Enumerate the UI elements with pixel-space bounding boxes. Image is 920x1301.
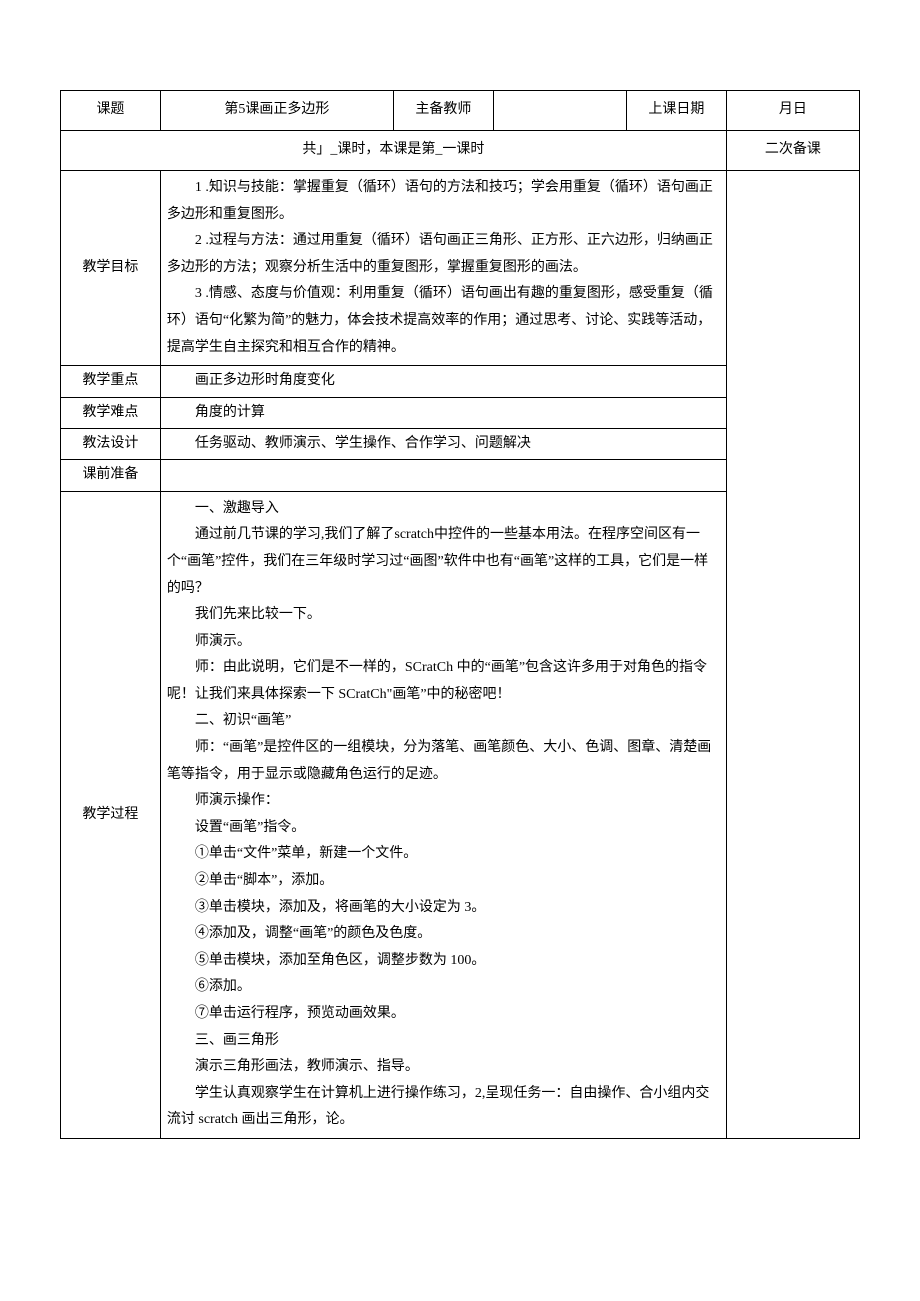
goals-row: 教学目标 1 .知识与技能：掌握重复（循环）语句的方法和技巧；学会用重复（循环）… (61, 171, 860, 366)
lesson-plan-table: 课题 第5课画正多边形 主备教师 上课日期 月日 共」_课时，本课是第_一课时 … (60, 90, 860, 1139)
proc-s13: ④添加及，调整“画笔”的颜色及色度。 (167, 921, 720, 948)
proc-s16: ⑦单击运行程序，预览动画效果。 (167, 1001, 720, 1028)
proc-s8: 师演示操作： (167, 788, 720, 815)
proc-s12: ③单击模块，添加及，将画笔的大小设定为 3。 (167, 895, 720, 922)
difficulty-text: 角度的计算 (167, 402, 265, 424)
proc-s1: 一、激趣导入 (167, 496, 720, 523)
header-row: 课题 第5课画正多边形 主备教师 上课日期 月日 (61, 91, 860, 131)
notes-label: 二次备课 (726, 131, 859, 171)
proc-s10: ①单击“文件”菜单，新建一个文件。 (167, 841, 720, 868)
goal-2: 2 .过程与方法：通过用重复（循环）语句画正三角形、正方形、正六边形，归纳画正多… (167, 228, 720, 281)
prep-value (160, 460, 726, 491)
method-value: 任务驱动、教师演示、学生操作、合作学习、问题解决 (160, 428, 726, 459)
date-label: 上课日期 (626, 91, 726, 131)
method-label: 教法设计 (61, 428, 161, 459)
proc-s19: 学生认真观察学生在计算机上进行操作练习，2,呈现任务一：自由操作、合小组内交流讨… (167, 1081, 720, 1134)
prep-label: 课前准备 (61, 460, 161, 491)
goals-label: 教学目标 (61, 171, 161, 366)
proc-s11: ②单击“脚本”，添加。 (167, 868, 720, 895)
focus-text: 画正多边形时角度变化 (167, 370, 335, 392)
subheader-row: 共」_课时，本课是第_一课时 二次备课 (61, 131, 860, 171)
method-text: 任务驱动、教师演示、学生操作、合作学习、问题解决 (167, 433, 531, 455)
proc-s5: 师：由此说明，它们是不一样的，SCratCh 中的“画笔”包含这许多用于对角色的… (167, 655, 720, 708)
periods-cell: 共」_课时，本课是第_一课时 (61, 131, 727, 171)
proc-s17: 三、画三角形 (167, 1028, 720, 1055)
teacher-value (493, 91, 626, 131)
goal-3: 3 .情感、态度与价值观：利用重复（循环）语句画出有趣的重复图形，感受重复（循环… (167, 281, 720, 361)
difficulty-label: 教学难点 (61, 397, 161, 428)
proc-s15: ⑥添加。 (167, 974, 720, 1001)
proc-s6: 二、初识“画笔” (167, 708, 720, 735)
date-value: 月日 (726, 91, 859, 131)
proc-s4: 师演示。 (167, 629, 720, 656)
focus-value: 画正多边形时角度变化 (160, 366, 726, 397)
process-label: 教学过程 (61, 491, 161, 1138)
difficulty-value: 角度的计算 (160, 397, 726, 428)
goal-1: 1 .知识与技能：掌握重复（循环）语句的方法和技巧；学会用重复（循环）语句画正多… (167, 175, 720, 228)
proc-s7: 师：“画笔”是控件区的一组模块，分为落笔、画笔颜色、大小、色调、图章、清楚画笔等… (167, 735, 720, 788)
proc-s14: ⑤单击模块，添加至角色区，调整步数为 100。 (167, 948, 720, 975)
goals-content: 1 .知识与技能：掌握重复（循环）语句的方法和技巧；学会用重复（循环）语句画正多… (160, 171, 726, 366)
proc-s9: 设置“画笔”指令。 (167, 815, 720, 842)
proc-s3: 我们先来比较一下。 (167, 602, 720, 629)
proc-s18: 演示三角形画法，教师演示、指导。 (167, 1054, 720, 1081)
proc-s2: 通过前几节课的学习,我们了解了scratch中控件的一些基本用法。在程序空间区有… (167, 522, 720, 602)
process-content: 一、激趣导入 通过前几节课的学习,我们了解了scratch中控件的一些基本用法。… (160, 491, 726, 1138)
topic-value: 第5课画正多边形 (160, 91, 393, 131)
teacher-label: 主备教师 (393, 91, 493, 131)
notes-column (726, 171, 859, 1139)
focus-label: 教学重点 (61, 366, 161, 397)
topic-label: 课题 (61, 91, 161, 131)
